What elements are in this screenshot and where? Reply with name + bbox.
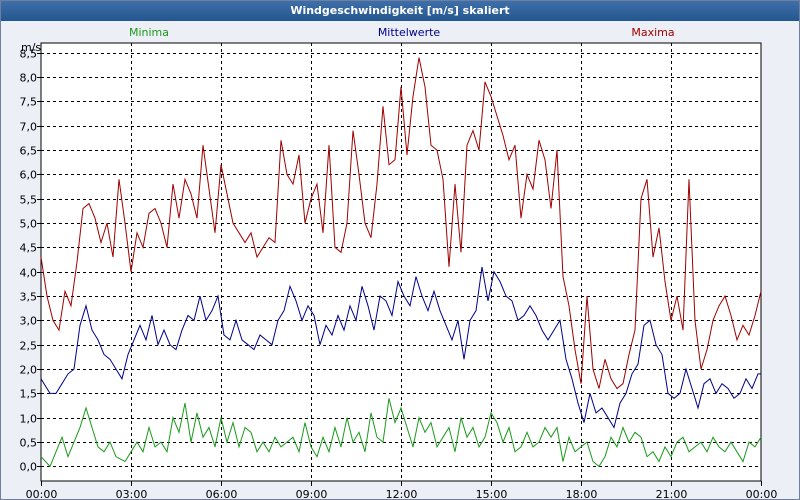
y-tick-label: 3,0 [20, 315, 38, 328]
legend-maxima: Maxima [631, 26, 674, 39]
y-tick-label: 6,5 [20, 145, 38, 158]
y-tick-label: 8,5 [20, 48, 38, 61]
series-line-minima [40, 398, 762, 468]
y-tick-label: 2,0 [20, 364, 38, 377]
y-tick-label: 7,5 [20, 96, 38, 109]
y-tick-label: 5,0 [20, 218, 38, 231]
y-tick-label: 7,0 [20, 121, 38, 134]
chart-title: Windgeschwindigkeit [m/s] skaliert [1, 1, 799, 21]
x-tick-time: 21:00 [656, 488, 688, 499]
y-tick-label: 8,0 [20, 72, 38, 85]
grid-lines [41, 43, 761, 481]
x-tick-time: 00:00 [746, 488, 778, 499]
x-tick-time: 18:00 [566, 488, 598, 499]
x-tick-time: 15:00 [476, 488, 508, 499]
y-tick-label: 4,5 [20, 242, 38, 255]
x-axis: 00:0004.10.2003:0004.10.2006:0004.10.200… [26, 481, 778, 499]
y-tick-label: 3,5 [20, 291, 38, 304]
series-line-mittelwerte [40, 266, 761, 429]
y-tick-label: 2,5 [20, 340, 38, 353]
legend: Minima Mittelwerte Maxima [129, 26, 675, 39]
y-tick-label: 4,0 [20, 267, 38, 280]
x-tick-time: 06:00 [206, 488, 238, 499]
series-line-maxima [40, 57, 762, 390]
y-tick-label: 1,5 [20, 388, 38, 401]
y-tick-label: 1,0 [20, 413, 38, 426]
legend-mittelwerte: Mittelwerte [378, 26, 441, 39]
legend-minima: Minima [129, 26, 169, 39]
y-axis-label: m/s [21, 41, 41, 54]
y-tick-label: 0,5 [20, 437, 38, 450]
x-tick-time: 00:00 [26, 488, 58, 499]
x-tick-time: 12:00 [386, 488, 418, 499]
y-tick-label: 6,0 [20, 169, 38, 182]
x-tick-time: 09:00 [296, 488, 328, 499]
x-tick-time: 03:00 [116, 488, 148, 499]
y-tick-label: 5,5 [20, 194, 38, 207]
y-tick-label: 0,0 [20, 461, 38, 474]
series-layer [40, 57, 762, 468]
y-axis: 0,0 0,5 1,0 1,5 2,0 2,5 3,0 3,5 4,0 4,5 5,0 5,5 6,0 6… [20, 48, 41, 474]
chart-canvas: 0,0 0,5 1,0 1,5 2,0 2,5 3,0 3,5 4,0 4,5 5,0 5,5 6,0 6… [20, 26, 778, 499]
